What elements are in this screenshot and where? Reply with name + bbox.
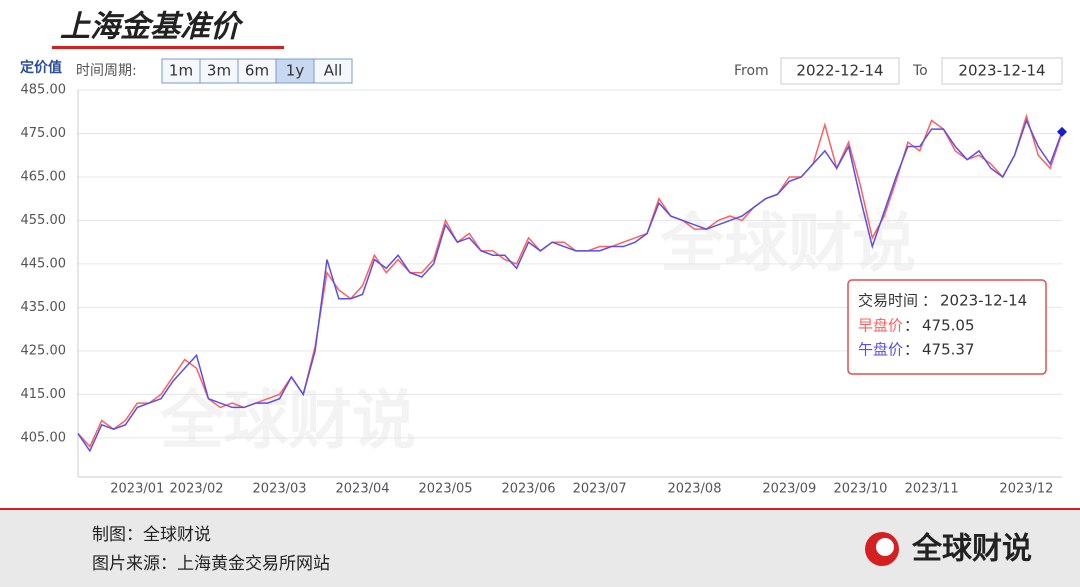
footer-rule: [0, 508, 1080, 510]
tooltip-series-name: 午盘价: [858, 341, 903, 359]
x-tick-label: 2023/06: [501, 482, 555, 497]
to-label: To: [912, 63, 928, 79]
range-button-label: 1m: [169, 62, 193, 80]
tooltip: [847, 279, 1047, 375]
x-tick-label: 2023/12: [999, 482, 1053, 497]
y-tick-label: 435.00: [21, 300, 67, 315]
footer-source: 图片来源：上海黄金交易所网站: [92, 554, 330, 574]
y-tick-label: 425.00: [21, 343, 67, 358]
x-tick-label: 2023/08: [667, 482, 721, 497]
x-tick-label: 2023/10: [833, 482, 887, 497]
logo-icon-inner: [876, 538, 894, 556]
range-button-label: 6m: [245, 62, 269, 80]
watermark: 全球财说: [659, 208, 916, 282]
x-tick-label: 2023/07: [573, 482, 627, 497]
tooltip-date: 2023-12-14: [940, 292, 1027, 310]
range-button-label: All: [324, 62, 343, 80]
x-tick-label: 2023/05: [419, 482, 473, 497]
y-tick-label: 405.00: [21, 430, 67, 445]
x-tick-label: 2023/11: [905, 482, 959, 497]
from-label: From: [734, 63, 769, 79]
series-line: [77, 118, 1063, 453]
y-tick-label: 485.00: [21, 83, 67, 98]
tooltip-series-name: 早盘价: [858, 317, 903, 335]
tooltip-value: 475.05: [922, 317, 975, 335]
range-label: 时间周期:: [76, 63, 137, 79]
y-tick-label: 475.00: [21, 126, 67, 141]
footer-band: [0, 508, 1080, 587]
footer-logo: 全球财说: [911, 532, 1032, 567]
tooltip-separator: ：: [904, 317, 919, 335]
to-date: 2023-12-14: [958, 62, 1045, 80]
x-tick-label: 2023/09: [762, 482, 816, 497]
plot: 全球财说全球财说405.00415.00425.00435.00445.0045…: [21, 83, 1067, 497]
watermark: 全球财说: [159, 385, 416, 459]
x-tick-label: 2023/02: [170, 482, 224, 497]
range-button[interactable]: [237, 58, 277, 84]
y-tick-label: 465.00: [21, 169, 67, 184]
tooltip-label: 交易时间: [858, 292, 918, 310]
page-title: 上海金基准价: [60, 10, 244, 45]
tooltip-separator: ：: [904, 341, 919, 359]
y-tick-label: 415.00: [21, 387, 67, 402]
x-tick-label: 2023/01: [110, 482, 164, 497]
x-tick-label: 2023/03: [253, 482, 307, 497]
y-axis-label: 定价值: [20, 59, 62, 76]
from-date: 2022-12-14: [796, 62, 883, 80]
range-button-label: 1y: [286, 62, 305, 80]
to-input[interactable]: [941, 57, 1063, 85]
y-tick-label: 445.00: [21, 256, 67, 271]
tooltip-separator: ：: [922, 292, 937, 310]
range-button[interactable]: [313, 58, 353, 84]
tooltip-value: 475.37: [922, 341, 975, 359]
footer-credit: 制图：全球财说: [92, 525, 211, 545]
x-tick-label: 2023/04: [336, 482, 390, 497]
range-button[interactable]: [199, 58, 239, 84]
y-tick-label: 455.00: [21, 213, 67, 228]
range-button-label: 3m: [207, 62, 231, 80]
title-underline: [52, 46, 284, 49]
hover-marker: [1057, 126, 1067, 137]
range-button[interactable]: [275, 58, 315, 84]
from-input[interactable]: [780, 57, 900, 85]
